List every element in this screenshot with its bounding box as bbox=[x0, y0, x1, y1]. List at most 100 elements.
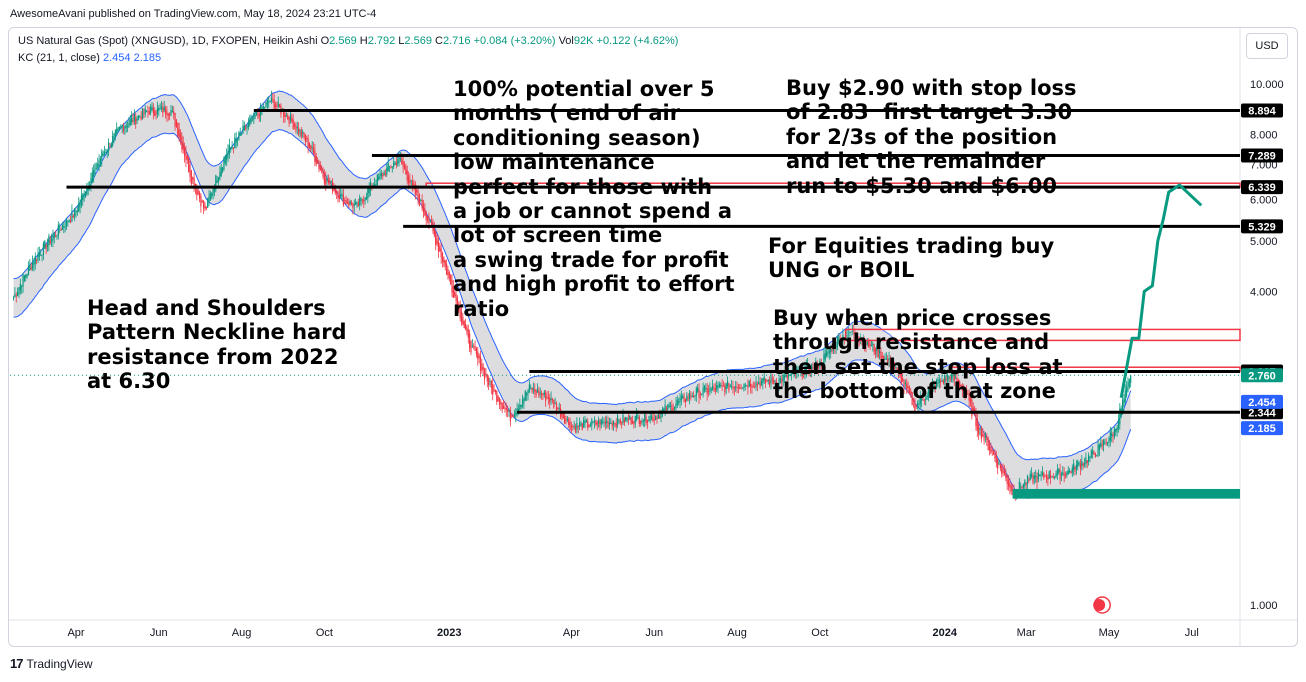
candle-body bbox=[584, 421, 586, 424]
support-zone[interactable] bbox=[1012, 488, 1240, 499]
symbol-title[interactable]: US Natural Gas (Spot) (XNGUSD), 1D, FXOP… bbox=[18, 35, 318, 47]
candle-body bbox=[264, 107, 266, 109]
candle-body bbox=[714, 388, 716, 392]
candle-body bbox=[770, 376, 772, 383]
candle-body bbox=[1079, 463, 1082, 469]
candle-body bbox=[155, 113, 157, 115]
candle-body bbox=[329, 181, 331, 184]
candle-body bbox=[105, 151, 107, 154]
candle-body bbox=[470, 340, 472, 353]
y-tick-label: 1.000 bbox=[1250, 600, 1278, 612]
candle-body bbox=[969, 397, 972, 403]
candle-body bbox=[826, 351, 828, 357]
candle-body bbox=[12, 297, 15, 299]
candle-body bbox=[299, 129, 301, 131]
candle-body bbox=[1055, 473, 1057, 477]
candle-body bbox=[426, 216, 429, 221]
candle-body bbox=[720, 385, 722, 387]
candle-body bbox=[223, 157, 225, 170]
candle-body bbox=[207, 198, 209, 208]
candle-body bbox=[975, 411, 977, 427]
candle-body bbox=[952, 373, 954, 377]
candle-body bbox=[378, 176, 380, 180]
candle-body bbox=[576, 422, 578, 429]
candle-body bbox=[581, 423, 583, 430]
kc-label[interactable]: KC (21, 1, close) bbox=[18, 52, 100, 64]
candle-body bbox=[535, 390, 537, 395]
candle-body bbox=[976, 418, 978, 431]
candle-body bbox=[859, 339, 862, 341]
note-buy-plan: Buy $2.90 with stop loss of 2.83 first t… bbox=[786, 76, 1077, 198]
candle-body bbox=[907, 386, 909, 388]
candle-body bbox=[18, 287, 20, 294]
resistance-zone[interactable] bbox=[844, 328, 1241, 342]
candle-body bbox=[940, 380, 942, 383]
candle-body bbox=[1081, 461, 1083, 467]
candle-body bbox=[140, 117, 142, 120]
candle-body bbox=[71, 210, 73, 222]
candle-body bbox=[395, 163, 397, 166]
candle-body bbox=[326, 178, 328, 182]
candle-body bbox=[436, 237, 438, 244]
candle-body bbox=[565, 419, 567, 421]
candle-body bbox=[319, 165, 321, 170]
candle-body bbox=[902, 378, 904, 381]
candle-body bbox=[300, 130, 302, 137]
candle-body bbox=[448, 271, 450, 279]
us-flag-icon-part bbox=[1093, 599, 1106, 611]
candle-body bbox=[1018, 481, 1020, 492]
tradingview-logo[interactable]: 17 TradingView bbox=[10, 656, 93, 671]
candle-body bbox=[712, 385, 714, 390]
candle-body bbox=[489, 380, 491, 382]
candle-body bbox=[1097, 444, 1099, 456]
candle-body bbox=[827, 353, 829, 355]
candle-body bbox=[754, 386, 756, 388]
candle-body bbox=[612, 421, 615, 425]
candle-body bbox=[289, 114, 292, 121]
candle-body bbox=[74, 208, 76, 217]
candle-body bbox=[530, 387, 532, 389]
candle-body bbox=[250, 116, 252, 123]
candle-body bbox=[262, 105, 264, 110]
candle-body bbox=[619, 419, 621, 424]
candle-body bbox=[216, 180, 218, 183]
candle-body bbox=[133, 113, 135, 122]
candle-body bbox=[394, 161, 396, 165]
projection-arrow[interactable] bbox=[1119, 183, 1203, 398]
candle-body bbox=[953, 375, 955, 381]
candle-body bbox=[454, 291, 456, 297]
candle-body bbox=[625, 417, 627, 421]
candle-body bbox=[1089, 456, 1091, 459]
candle-body bbox=[154, 110, 156, 116]
candle-body bbox=[224, 155, 226, 164]
candle-body bbox=[98, 160, 100, 167]
candle-body bbox=[748, 381, 750, 387]
candle-body bbox=[1040, 474, 1042, 476]
candle-body bbox=[759, 383, 761, 387]
candle-body bbox=[931, 384, 934, 389]
candle-body bbox=[406, 170, 408, 181]
brand-name: TradingView bbox=[26, 656, 93, 671]
candle-body bbox=[407, 175, 410, 184]
candle-body bbox=[409, 179, 411, 184]
candle-body bbox=[808, 365, 810, 371]
candle-body bbox=[251, 119, 254, 121]
candle-body bbox=[676, 400, 678, 406]
candle-body bbox=[17, 291, 19, 296]
candle-body bbox=[284, 113, 286, 118]
candle-body bbox=[927, 390, 930, 398]
candle-body bbox=[585, 419, 587, 423]
candle-body bbox=[669, 404, 672, 407]
candle-body bbox=[906, 383, 908, 389]
candle-body bbox=[782, 375, 784, 382]
candle-body bbox=[733, 386, 735, 390]
candle-body bbox=[235, 138, 237, 143]
candle-body bbox=[914, 399, 916, 413]
currency-button[interactable]: USD bbox=[1246, 33, 1288, 59]
candle-body bbox=[999, 463, 1001, 469]
candle-body bbox=[633, 422, 635, 425]
candle-body bbox=[228, 144, 230, 154]
x-tick-label: May bbox=[1099, 627, 1120, 639]
candle-body bbox=[398, 154, 400, 163]
